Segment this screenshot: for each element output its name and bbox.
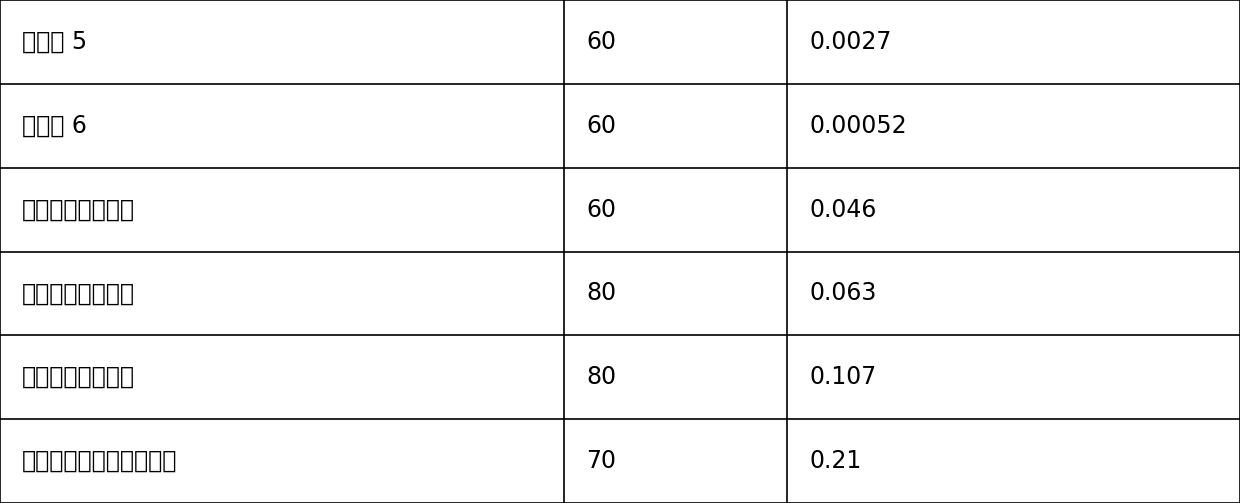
- Text: 70: 70: [587, 449, 616, 473]
- Text: 0.063: 0.063: [810, 281, 877, 305]
- Text: 80: 80: [587, 365, 616, 389]
- Text: 十四酸二乙醇酬胺: 十四酸二乙醇酬胺: [22, 281, 135, 305]
- Text: 脂肪醇聚氧乙烯醚硫酸钓: 脂肪醇聚氧乙烯醚硫酸钓: [22, 449, 177, 473]
- Text: 0.21: 0.21: [810, 449, 862, 473]
- Text: 80: 80: [587, 281, 616, 305]
- Text: 60: 60: [587, 198, 616, 222]
- Text: 十八酸二乙醇酬胺: 十八酸二乙醇酬胺: [22, 365, 135, 389]
- Text: 0.046: 0.046: [810, 198, 877, 222]
- Text: 0.107: 0.107: [810, 365, 877, 389]
- Text: 实施例 5: 实施例 5: [22, 30, 88, 54]
- Text: 0.0027: 0.0027: [810, 30, 892, 54]
- Text: 实施例 6: 实施例 6: [22, 114, 87, 138]
- Text: 十二酸二乙醇酬胺: 十二酸二乙醇酬胺: [22, 198, 135, 222]
- Text: 60: 60: [587, 114, 616, 138]
- Text: 60: 60: [587, 30, 616, 54]
- Text: 0.00052: 0.00052: [810, 114, 908, 138]
